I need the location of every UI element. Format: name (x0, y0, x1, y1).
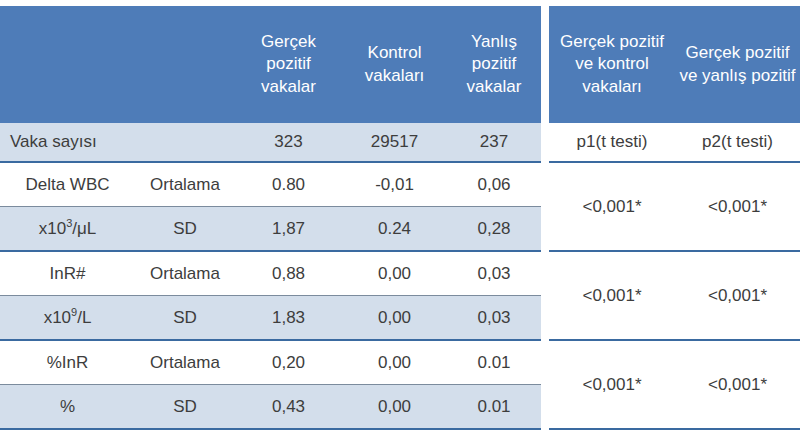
value-cell: 0,43 (235, 385, 342, 430)
value-cell: 0.24 (342, 207, 447, 252)
unit-label: x109/L (0, 296, 135, 341)
header-tp-vs-fp: Gerçek pozitif ve yanlış pozitif (675, 6, 800, 123)
p1-value: <0,001* (545, 162, 675, 251)
case-count-true-positive: 323 (235, 123, 342, 162)
stat-label: Ortalama (135, 340, 235, 385)
table-row-inr-mean: InR# Ortalama 0,88 0,00 0,03 <0,001* <0,… (0, 251, 800, 296)
value-cell: 0,03 (447, 251, 545, 296)
header-false-positive: Yanlış pozitif vakalar (447, 6, 545, 123)
value-cell: 0,00 (342, 340, 447, 385)
stat-label: SD (135, 385, 235, 430)
value-cell: 1,83 (235, 296, 342, 341)
table-row-pctinr-mean: %InR Ortalama 0,20 0,00 0.01 <0,001* <0,… (0, 340, 800, 385)
p2-value: <0,001* (675, 251, 800, 340)
table-row-deltawbc-mean: Delta WBC Ortalama 0.80 -0,01 0,06 <0,00… (0, 162, 800, 207)
p1-column-label: p1(t testi) (545, 123, 675, 162)
stat-label: Ortalama (135, 251, 235, 296)
parameter-label: %InR (0, 340, 135, 385)
value-cell: 0,00 (342, 296, 447, 341)
p1-value: <0,001* (545, 251, 675, 340)
header-true-positive: Gerçek pozitif vakalar (235, 6, 342, 123)
p2-column-label: p2(t testi) (675, 123, 800, 162)
p1-value: <0,001* (545, 340, 675, 429)
stat-label: Ortalama (135, 162, 235, 207)
p2-value: <0,001* (675, 162, 800, 251)
p2-value: <0,001* (675, 340, 800, 429)
value-cell: 0,06 (447, 162, 545, 207)
header-tp-vs-control: Gerçek pozitif ve kontrol vakaları (545, 6, 675, 123)
case-count-row: Vaka sayısı 323 29517 237 p1(t testi) p2… (0, 123, 800, 162)
value-cell: 0,88 (235, 251, 342, 296)
parameter-label: Delta WBC (0, 162, 135, 207)
value-cell: 0.80 (235, 162, 342, 207)
value-cell: 1,87 (235, 207, 342, 252)
case-count-control: 29517 (342, 123, 447, 162)
unit-rest: /L (77, 308, 91, 327)
header-control: Kontrol vakaları (342, 6, 447, 123)
value-cell: 0,28 (447, 207, 545, 252)
value-cell: 0,00 (342, 251, 447, 296)
value-cell: 0,03 (447, 296, 545, 341)
table-container: Gerçek pozitif vakalar Kontrol vakaları … (0, 0, 800, 430)
case-count-label: Vaka sayısı (0, 123, 235, 162)
value-cell: -0,01 (342, 162, 447, 207)
stat-label: SD (135, 207, 235, 252)
unit-rest: /μL (72, 219, 96, 238)
unit-label: % (0, 385, 135, 430)
case-count-false-positive: 237 (447, 123, 545, 162)
header-empty-cell (0, 6, 235, 123)
value-cell: 0.01 (447, 385, 545, 430)
value-cell: 0,20 (235, 340, 342, 385)
stat-label: SD (135, 296, 235, 341)
value-cell: 0.01 (447, 340, 545, 385)
value-cell: 0,00 (342, 385, 447, 430)
unit-base: x10 (44, 308, 71, 327)
header-row: Gerçek pozitif vakalar Kontrol vakaları … (0, 6, 800, 123)
unit-label: x103/μL (0, 207, 135, 252)
results-table: Gerçek pozitif vakalar Kontrol vakaları … (0, 6, 800, 430)
unit-base: x10 (39, 219, 66, 238)
unit-base: % (60, 397, 75, 416)
parameter-label: InR# (0, 251, 135, 296)
